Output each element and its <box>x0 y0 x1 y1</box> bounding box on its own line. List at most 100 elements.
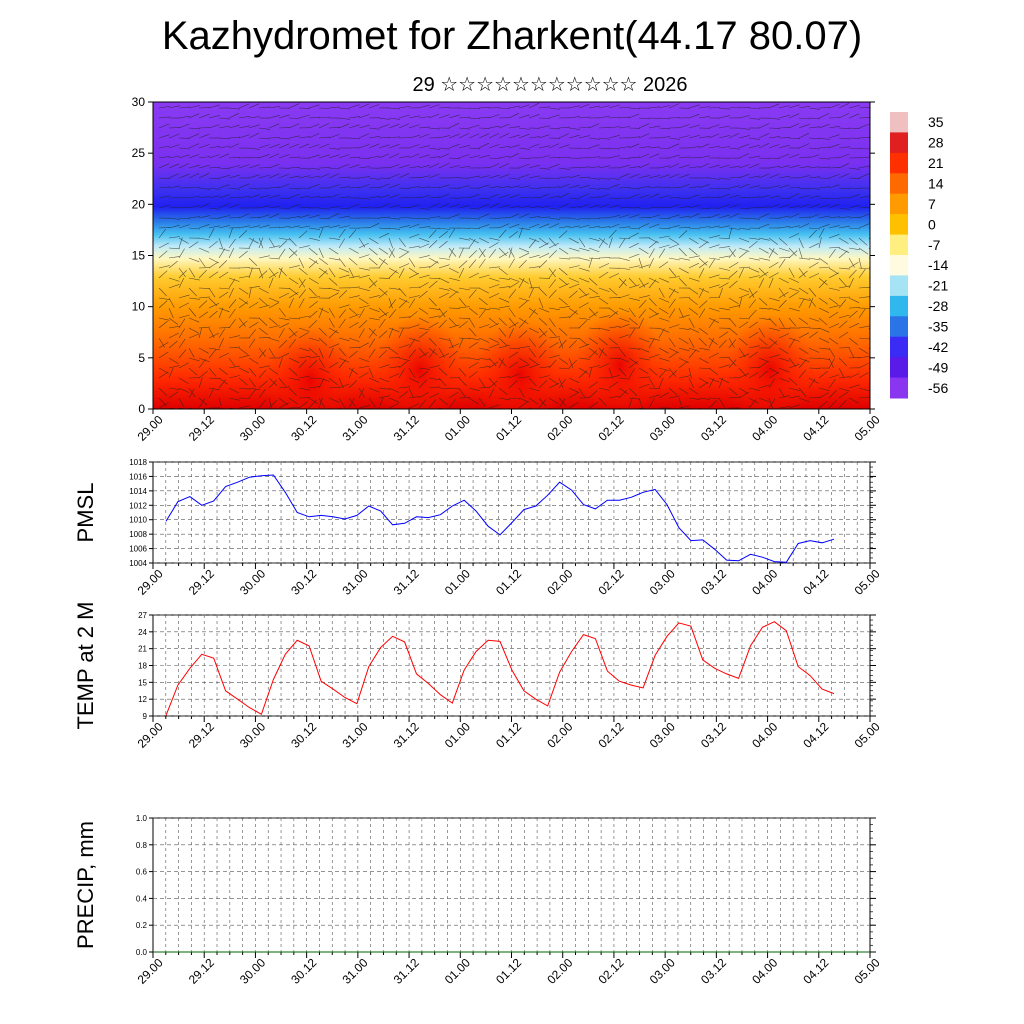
x-tick-label: 05.00 <box>852 566 883 597</box>
wind-barb <box>828 297 839 305</box>
wind-barb <box>538 237 548 245</box>
wind-barb <box>818 279 827 289</box>
wind-barb <box>698 288 705 299</box>
wind-barb <box>178 328 185 339</box>
wind-barb <box>698 337 707 347</box>
wind-barb <box>798 132 810 139</box>
wind-barb <box>488 125 500 129</box>
wind-barb <box>548 114 560 119</box>
wind-barb <box>478 407 480 409</box>
wind-barb <box>678 297 691 299</box>
wind-barb <box>298 187 311 189</box>
wind-barb <box>188 407 195 409</box>
wind-barb <box>218 287 231 290</box>
wind-barb <box>538 307 550 313</box>
wind-barb <box>768 340 778 349</box>
wind-barb <box>328 287 340 292</box>
wind-barb <box>778 367 790 373</box>
wind-barb <box>388 327 400 333</box>
wind-barb <box>188 113 200 119</box>
wind-barb <box>218 145 230 149</box>
wind-barb <box>368 155 380 159</box>
x-tick-label: 04.12 <box>800 412 831 443</box>
wind-barb <box>688 186 700 189</box>
wind-barb <box>778 105 790 109</box>
wind-barb <box>228 113 240 119</box>
wind-barb <box>308 237 320 241</box>
wind-barb <box>688 237 699 244</box>
wind-barb <box>238 125 250 129</box>
wind-barb <box>738 267 744 279</box>
wind-barb <box>788 357 797 367</box>
wind-barb <box>488 357 497 367</box>
wind-barb <box>358 157 371 159</box>
wind-barb <box>688 227 701 230</box>
wind-barb <box>338 117 350 120</box>
wind-barb <box>808 187 820 190</box>
wind-barb <box>688 317 695 328</box>
wind-barb <box>298 230 308 239</box>
wind-barb <box>568 225 580 229</box>
wind-barb <box>248 124 260 129</box>
wind-barb <box>728 165 740 169</box>
wind-barb <box>848 216 861 219</box>
wind-barb <box>268 257 281 260</box>
y-tick-label: 12 <box>138 695 147 704</box>
wind-barb <box>848 277 854 289</box>
wind-barb <box>808 243 820 249</box>
wind-barb <box>528 216 540 219</box>
wind-barb <box>288 297 294 309</box>
wind-barb <box>618 173 630 179</box>
wind-barb <box>568 206 580 209</box>
wind-barb <box>538 253 550 259</box>
wind-barb <box>408 310 418 319</box>
wind-barb <box>678 347 690 352</box>
wind-barb <box>668 257 680 261</box>
wind-barb <box>648 297 657 307</box>
wind-barb <box>718 267 730 271</box>
wind-barb <box>428 315 440 319</box>
wind-barb <box>448 203 460 209</box>
wind-barb <box>458 237 470 241</box>
wind-barb <box>628 227 641 230</box>
wind-barb <box>208 287 216 298</box>
colorbar-label: -21 <box>928 278 948 294</box>
wind-barb <box>378 203 390 209</box>
wind-barb <box>578 370 588 379</box>
wind-barb <box>558 144 570 149</box>
wind-barb <box>868 117 870 119</box>
wind-barb <box>858 257 862 269</box>
wind-barb <box>708 196 720 199</box>
wind-barb <box>738 207 751 210</box>
wind-barb <box>248 287 252 299</box>
wind-barb <box>348 164 360 169</box>
wind-barb <box>258 106 270 109</box>
wind-barb <box>808 154 820 159</box>
wind-barb <box>768 165 780 169</box>
wind-barb <box>508 327 514 339</box>
wind-barb <box>638 175 650 179</box>
wind-barb <box>618 164 630 169</box>
wind-barb <box>758 337 768 346</box>
wind-barb <box>848 269 857 279</box>
wind-barb <box>728 213 740 219</box>
wind-barb <box>738 407 740 409</box>
warm-core <box>475 320 565 409</box>
colorbar-label: -14 <box>928 257 948 273</box>
wind-barb <box>748 331 759 339</box>
wind-barb <box>748 117 760 120</box>
wind-barb <box>608 223 620 229</box>
wind-barb <box>728 357 737 367</box>
wind-barb <box>668 214 680 219</box>
wind-barb <box>298 206 311 209</box>
wind-barb <box>648 206 660 209</box>
wind-barb <box>188 127 201 130</box>
wind-barb <box>628 113 640 119</box>
wind-barb <box>568 265 580 269</box>
wind-barb <box>718 356 731 359</box>
wind-barb <box>598 327 610 331</box>
wind-barb <box>708 213 720 219</box>
colorbar-swatch <box>890 112 908 133</box>
wind-barb <box>508 185 520 189</box>
wind-barb <box>728 359 737 369</box>
